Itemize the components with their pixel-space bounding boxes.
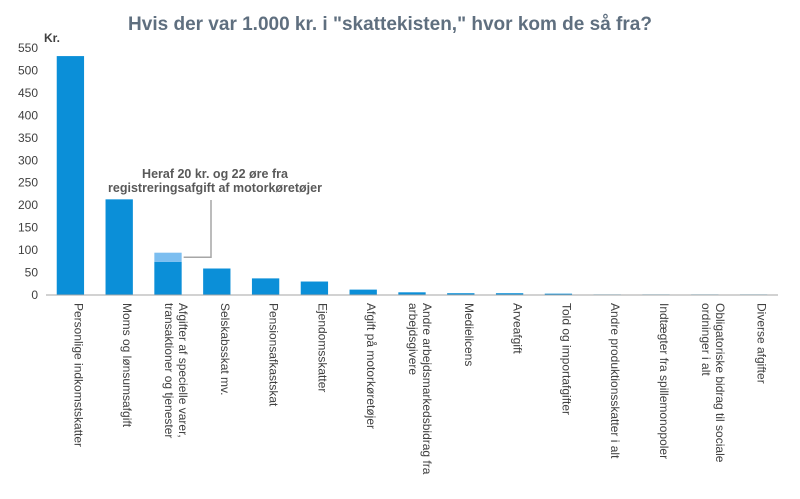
bar: [495, 293, 524, 295]
annotation-text: registreringsafgift af motorkøretøjer: [108, 181, 322, 195]
bar: [349, 289, 377, 295]
y-tick-label: 250: [18, 176, 38, 190]
x-category-label: Indtægter fra spillemonopoler: [657, 303, 671, 459]
annotation-leader-line: [183, 200, 212, 258]
x-category-label: Andre produktionsskatter i alt: [608, 303, 622, 459]
x-category-label: Moms og lønsumsafgift: [120, 303, 134, 428]
annotation: Heraf 20 kr. og 22 øre fraregistreringsa…: [108, 167, 322, 258]
y-tick-label: 150: [18, 221, 38, 235]
x-category-label: Medielicens: [462, 303, 476, 366]
y-tick-label: 550: [18, 41, 38, 55]
bar: [251, 278, 280, 295]
x-category-label: Diverse afgifter: [755, 303, 769, 384]
y-axis-ticks: 0 50 100 150 200 250 300 350 400 450 500 550: [18, 41, 38, 302]
x-category-label: Andre arbejdsmarkedsbidrag fra: [420, 303, 434, 475]
x-category-label: Ejendomsskatter: [315, 303, 329, 392]
bar: [544, 293, 573, 295]
y-tick-label: 300: [18, 153, 38, 167]
x-category-label: Selskabsskat mv.: [218, 303, 232, 395]
y-tick-label: 400: [18, 108, 38, 122]
y-tick-label: 500: [18, 63, 38, 77]
chart-title: Hvis der var 1.000 kr. i "skattekisten,"…: [128, 14, 652, 35]
bar: [447, 293, 475, 295]
annotation-text: Heraf 20 kr. og 22 øre fra: [142, 167, 289, 181]
bars: [56, 56, 768, 296]
x-category-label: Obligatoriske bidrag til sociale: [713, 303, 727, 463]
x-category-label: transaktioner og tjenester: [162, 303, 176, 438]
y-tick-label: 350: [18, 131, 38, 145]
y-tick-label: 100: [18, 243, 38, 257]
x-category-label: Afgift på motorkøretøjer: [364, 303, 378, 429]
x-category-label: Pensionsafkastskat: [267, 303, 281, 407]
y-tick-label: 200: [18, 198, 38, 212]
y-axis-unit-label: Kr.: [44, 31, 60, 45]
bar: [56, 56, 85, 296]
y-tick-label: 450: [18, 86, 38, 100]
x-category-label: Told og importafgifter: [559, 303, 573, 415]
bar: [300, 281, 329, 295]
x-category-label: ordninger i alt: [699, 303, 713, 376]
bar-highlight-segment: [154, 252, 182, 262]
x-category-label: Afgifter af specielle varer,: [176, 303, 190, 438]
y-tick-label: 50: [25, 266, 39, 280]
x-category-label: arbejdsgivere: [406, 303, 420, 375]
x-category-label: Personlige indkomstskatter: [71, 303, 85, 447]
bar: [105, 199, 133, 295]
y-tick-label: 0: [31, 288, 38, 302]
bar: [203, 268, 231, 295]
bar: [398, 292, 426, 295]
x-category-label: Arveafgift: [511, 303, 525, 354]
x-axis-labels: Personlige indkomstskatter Moms og lønsum…: [71, 303, 768, 475]
bar: [154, 261, 182, 295]
